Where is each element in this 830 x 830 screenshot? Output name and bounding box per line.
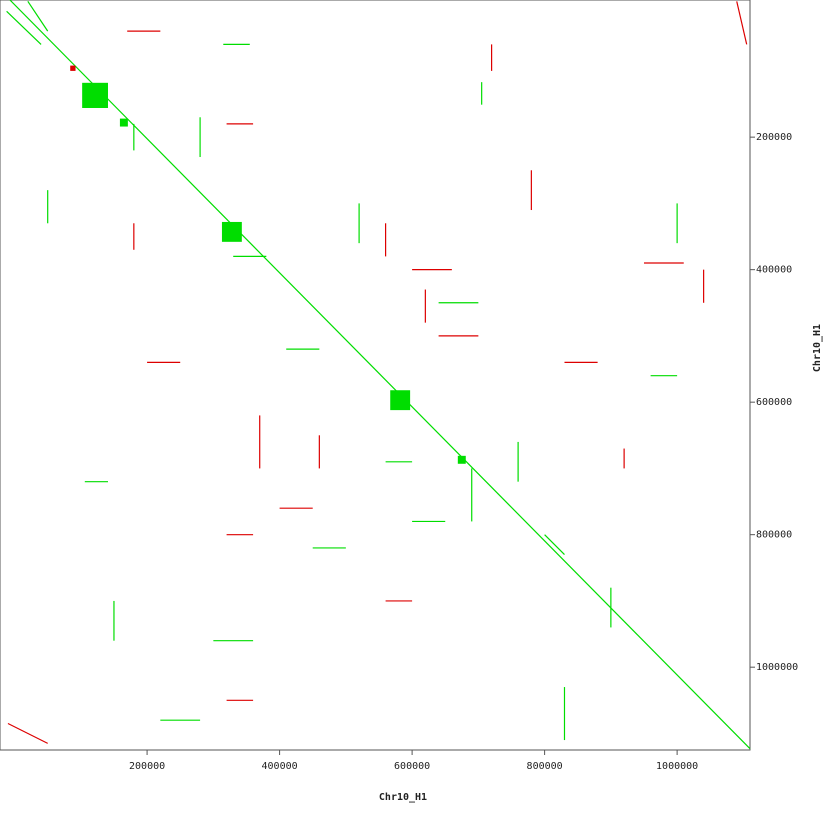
alignment: [6, 10, 42, 45]
y-tick-label: 1000000: [756, 662, 798, 673]
x-axis-label: Chr10_H1: [379, 792, 427, 803]
x-tick-label: 800000: [527, 761, 563, 772]
alignment-block: [70, 65, 76, 71]
x-tick-label: 600000: [394, 761, 430, 772]
alignment-block: [221, 221, 242, 242]
y-axis-label: Chr10_H1: [812, 324, 823, 372]
alignment: [7, 722, 48, 744]
alignment-block: [119, 118, 128, 127]
alignment-block: [390, 390, 411, 411]
x-tick-label: 1000000: [656, 761, 698, 772]
y-tick-label: 400000: [756, 265, 792, 276]
alignment: [9, 0, 751, 750]
x-tick-label: 200000: [129, 761, 165, 772]
alignment: [27, 0, 49, 32]
plot-frame: [0, 0, 751, 751]
alignment: [544, 534, 565, 555]
alignment-block: [457, 455, 466, 464]
y-tick-label: 600000: [756, 397, 792, 408]
y-tick-label: 200000: [756, 132, 792, 143]
x-tick-label: 400000: [262, 761, 298, 772]
y-tick-label: 800000: [756, 530, 792, 541]
alignment-block: [82, 82, 108, 108]
alignment: [736, 1, 748, 45]
